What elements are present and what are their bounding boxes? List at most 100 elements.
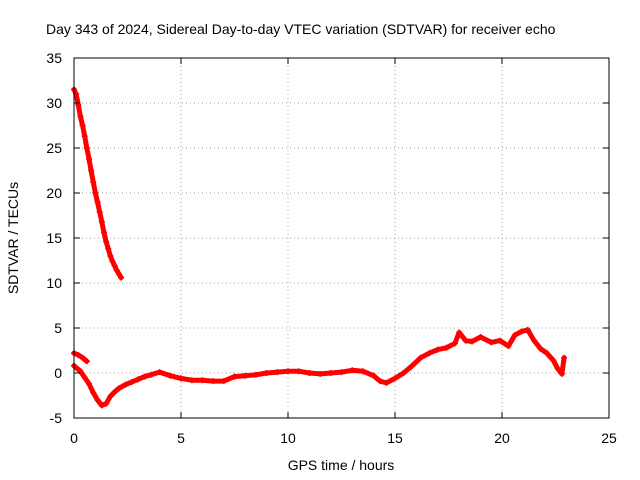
- data-point: [274, 369, 281, 376]
- series-group: [71, 350, 90, 365]
- data-point: [426, 350, 433, 357]
- data-point: [317, 370, 324, 377]
- data-point: [92, 190, 99, 196]
- data-point: [135, 376, 142, 383]
- data-point: [81, 374, 88, 381]
- data-point: [443, 344, 450, 351]
- data-point: [392, 375, 398, 382]
- data-point: [550, 357, 557, 364]
- data-point: [295, 368, 302, 375]
- data-point: [488, 339, 495, 346]
- data-point: [85, 155, 92, 162]
- data-point: [107, 393, 114, 400]
- y-tick-label: 25: [46, 140, 62, 156]
- data-point: [469, 338, 476, 345]
- data-point: [79, 122, 86, 129]
- y-tick-label: 0: [54, 365, 62, 381]
- data-point: [377, 378, 384, 385]
- y-tick-label: 10: [46, 275, 62, 291]
- grid-lines: [74, 58, 609, 418]
- data-point: [156, 369, 163, 376]
- data-point: [188, 377, 195, 384]
- data-point: [115, 385, 122, 392]
- data-point: [100, 229, 107, 236]
- data-point: [118, 274, 125, 281]
- data-point: [554, 365, 561, 372]
- data-point: [90, 389, 97, 396]
- x-tick-label: 0: [70, 430, 78, 446]
- x-tick-label: 25: [601, 430, 617, 446]
- chart-title: Day 343 of 2024, Sidereal Day-to-day VTE…: [46, 21, 556, 37]
- x-tick-label: 20: [494, 430, 510, 446]
- data-point: [383, 379, 390, 386]
- data-point: [199, 377, 206, 384]
- data-point: [518, 328, 525, 335]
- axis-ticks: 0 5 10 15 20 25 -5 0 5 10 15 20 25 30 35: [46, 50, 617, 446]
- data-point: [103, 400, 110, 407]
- x-tick-label: 15: [387, 430, 403, 446]
- x-tick-label: 5: [177, 430, 185, 446]
- data-point: [96, 208, 103, 215]
- series-group: [71, 326, 568, 409]
- data-point: [103, 238, 110, 245]
- data-point: [496, 337, 503, 344]
- data-point: [417, 354, 424, 361]
- data-point: [178, 375, 184, 382]
- data-point: [231, 373, 238, 380]
- x-axis-label: GPS time / hours: [288, 457, 395, 473]
- data-point: [81, 133, 88, 140]
- data-point: [128, 379, 135, 385]
- y-tick-label: 30: [46, 95, 62, 111]
- data-point: [558, 370, 565, 377]
- series-group: [71, 86, 125, 281]
- data-point: [434, 346, 441, 353]
- data-point: [451, 340, 458, 347]
- data-point: [327, 370, 334, 376]
- data-point: [242, 372, 249, 379]
- data-point: [113, 267, 120, 274]
- data-point: [370, 372, 377, 379]
- y-tick-label: 35: [46, 50, 62, 66]
- data-point: [462, 337, 469, 344]
- data-point: [111, 262, 118, 269]
- data-point: [263, 370, 270, 376]
- data-point: [306, 370, 313, 376]
- data-point: [285, 368, 291, 375]
- series-line: [71, 350, 90, 364]
- data-point: [167, 372, 174, 379]
- data-point: [220, 378, 227, 385]
- data-point: [115, 271, 122, 277]
- data-point: [88, 167, 95, 174]
- data-point: [83, 145, 90, 151]
- x-tick-label: 10: [280, 430, 296, 446]
- y-tick-label: -5: [50, 410, 63, 426]
- data-point: [107, 253, 114, 259]
- series-line: [71, 327, 567, 408]
- data-point: [105, 245, 112, 252]
- data-point: [511, 332, 518, 339]
- data-point: [98, 402, 105, 409]
- data-point: [98, 218, 105, 225]
- y-tick-label: 15: [46, 230, 62, 246]
- data-point: [505, 343, 512, 349]
- data-point: [210, 378, 217, 385]
- data-point: [79, 354, 86, 361]
- data-point: [409, 362, 416, 369]
- data-point: [122, 381, 129, 388]
- data-point: [252, 371, 259, 378]
- data-point: [77, 113, 84, 120]
- data-point: [537, 345, 544, 352]
- data-point: [109, 258, 116, 265]
- data-point: [148, 371, 155, 378]
- data-point: [543, 350, 550, 357]
- y-tick-label: 20: [46, 185, 62, 201]
- data-point: [531, 337, 538, 344]
- data-point: [94, 397, 101, 403]
- data-point: [141, 373, 148, 380]
- data-point: [85, 380, 92, 387]
- data-point: [349, 367, 356, 374]
- data-point: [94, 199, 101, 205]
- data-point: [524, 326, 531, 333]
